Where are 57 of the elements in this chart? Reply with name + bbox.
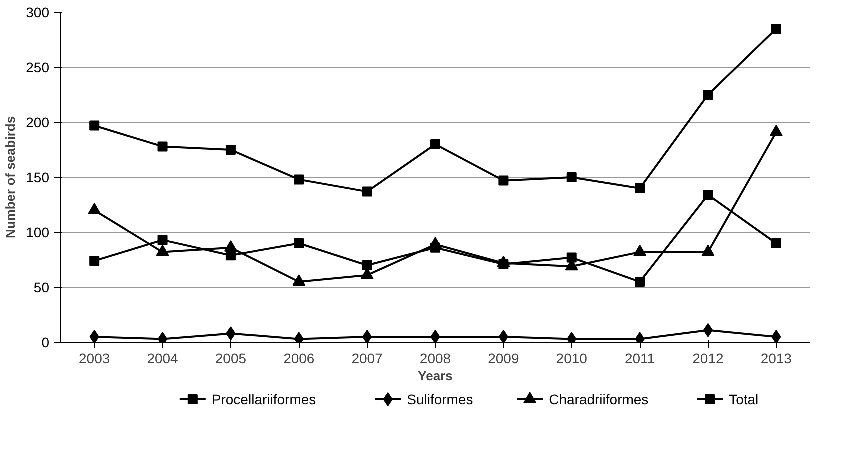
point [771,24,782,34]
point [498,259,509,270]
y-tick-label: 150 [26,170,50,186]
y-axis-title: Number of seabirds [3,116,18,239]
point [294,238,304,248]
point [635,277,646,287]
x-tick-label: 2012 [692,350,724,366]
x-tick-label: 2011 [624,350,656,366]
y-tick-label: 200 [26,114,50,130]
point [362,330,372,342]
y-tick-label: 0 [42,334,50,350]
x-tick-label: 2005 [215,350,247,366]
point [703,90,714,100]
x-tick-label: 2003 [79,350,110,366]
point [158,142,168,152]
point [88,203,102,214]
legend-label: Procellariiformes [212,392,316,408]
point [226,145,236,155]
y-tick-label: 300 [26,4,50,20]
x-tick-label: 2010 [556,350,588,366]
point [566,252,577,263]
point [702,244,715,256]
point [430,140,440,150]
x-tick-label: 2013 [760,350,792,366]
y-tick-label: 50 [34,280,50,296]
point [703,323,714,338]
point [498,176,509,186]
legend-label: Suliformes [407,392,474,408]
point [430,330,440,342]
point [772,330,782,342]
legend-label: Total [729,392,759,408]
x-tick-label: 2004 [147,350,179,366]
point [90,256,100,266]
point [634,244,647,256]
point [158,235,168,246]
x-tick-label: 2008 [420,350,452,366]
point [362,260,372,270]
point [292,274,306,286]
point [90,120,100,131]
point [156,244,170,256]
point [703,190,714,200]
point [635,184,646,194]
point [430,242,440,253]
point [226,250,236,261]
x-axis-title: Years [418,368,453,384]
x-tick-label: 2007 [352,350,384,366]
legend-label: Charadriiformes [549,392,649,408]
x-tick-label: 2009 [488,350,520,366]
y-tick-label: 100 [26,224,50,240]
point [90,330,100,342]
point [362,186,372,197]
point [566,172,577,182]
point [498,330,509,342]
point [294,174,304,185]
y-tick-label: 250 [26,60,50,76]
point [771,238,782,248]
x-tick-label: 2006 [284,350,315,366]
